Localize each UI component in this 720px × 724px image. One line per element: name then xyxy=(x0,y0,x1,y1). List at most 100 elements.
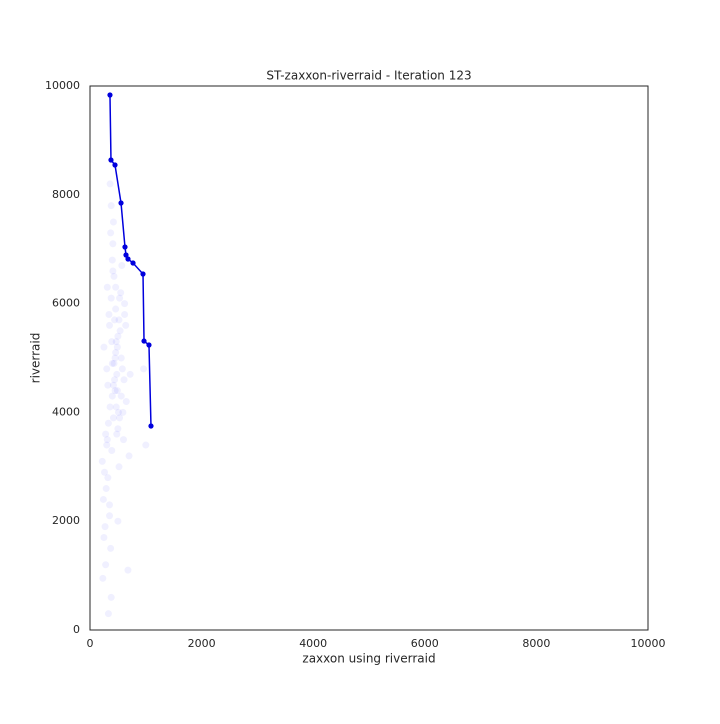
scatter-point xyxy=(113,430,121,438)
scatter-point xyxy=(102,430,110,438)
line-point xyxy=(123,252,129,258)
scatter-point xyxy=(142,441,150,449)
scatter-point xyxy=(115,316,123,324)
scatter-point xyxy=(100,534,108,542)
scatter-point xyxy=(124,566,132,574)
scatter-point xyxy=(116,414,124,422)
scatter-point xyxy=(125,452,133,460)
x-tick-label: 0 xyxy=(87,637,94,650)
scatter-point xyxy=(101,468,109,476)
plot-frame xyxy=(89,85,649,631)
scatter-point xyxy=(106,501,114,509)
scatter-point xyxy=(106,403,114,411)
scatter-point xyxy=(112,349,120,357)
scatter-point xyxy=(104,610,112,618)
line-point xyxy=(146,342,152,348)
scatter-point xyxy=(108,359,116,367)
scatter-point xyxy=(107,294,115,302)
scatter-point xyxy=(101,523,109,531)
scatter-point xyxy=(111,354,119,362)
scatter-point xyxy=(109,414,117,422)
scatter-point xyxy=(99,495,107,503)
scatter-point xyxy=(104,381,112,389)
scatter-point xyxy=(118,262,126,270)
scatter-point xyxy=(99,574,107,582)
scatter-point xyxy=(112,403,120,411)
scatter-point xyxy=(121,300,129,308)
x-tick-label: 8000 xyxy=(522,637,550,650)
scatter-point xyxy=(114,425,122,433)
scatter-point xyxy=(103,436,111,444)
scatter-point xyxy=(100,343,108,351)
scatter-point xyxy=(106,321,114,329)
line-point xyxy=(107,92,113,98)
line-point xyxy=(125,256,131,262)
scatter-point xyxy=(111,316,119,324)
y-axis-label: riverraid xyxy=(29,333,43,384)
y-tick-label: 6000 xyxy=(52,297,80,310)
scatter-point xyxy=(106,180,114,188)
scatter-point xyxy=(104,419,112,427)
scatter-point xyxy=(102,485,110,493)
line-point xyxy=(141,338,147,344)
scatter-point xyxy=(98,457,106,465)
line-point xyxy=(108,157,114,163)
scatter-point xyxy=(108,256,116,264)
scatter-point xyxy=(120,376,128,384)
scatter-point xyxy=(119,408,127,416)
scatter-point xyxy=(107,202,115,210)
scatter-point xyxy=(112,305,120,313)
x-tick-label: 6000 xyxy=(411,637,439,650)
scatter-point xyxy=(114,408,122,416)
scatter-point xyxy=(114,332,122,340)
scatter-point xyxy=(109,240,117,248)
scatter-point xyxy=(126,370,134,378)
scatter-point xyxy=(105,310,113,318)
scatter-point xyxy=(103,441,111,449)
x-tick-label: 2000 xyxy=(188,637,216,650)
scatter-point xyxy=(111,376,119,384)
scatter-point xyxy=(113,343,121,351)
scatter-point xyxy=(107,593,115,601)
scatter-point xyxy=(103,365,111,373)
y-tick-label: 4000 xyxy=(52,405,80,418)
chart-title: ST-zaxxon-riverraid - Iteration 123 xyxy=(266,69,471,83)
scatter-point xyxy=(112,283,120,291)
scatter-point xyxy=(102,561,110,569)
scatter-point xyxy=(112,338,120,346)
scatter-point xyxy=(111,387,119,395)
y-tick-label: 10000 xyxy=(45,79,80,92)
scatter-point xyxy=(109,381,117,389)
scatter-point xyxy=(117,289,125,297)
scatter-point xyxy=(119,436,127,444)
x-tick-label: 4000 xyxy=(299,637,327,650)
line-point xyxy=(112,162,118,168)
scatter-point xyxy=(103,283,111,291)
scatter-point xyxy=(110,272,118,280)
scatter-point xyxy=(113,370,121,378)
y-tick-label: 0 xyxy=(73,623,80,636)
scatter-point xyxy=(116,294,124,302)
scatter-point xyxy=(108,338,116,346)
line-point xyxy=(130,260,136,266)
scatter-point xyxy=(116,327,124,335)
line-point xyxy=(148,423,154,429)
scatter-point xyxy=(117,392,125,400)
scatter-point xyxy=(122,398,130,406)
scatter-point xyxy=(118,365,126,373)
scatter-point xyxy=(104,474,112,482)
scatter-point xyxy=(107,229,115,237)
scatter-point xyxy=(140,365,148,373)
line-point xyxy=(118,200,124,206)
scatter-point xyxy=(108,446,116,454)
scatter-point xyxy=(107,544,115,552)
x-axis-label: zaxxon using riverraid xyxy=(302,652,435,666)
scatter-point xyxy=(121,310,129,318)
y-tick-label: 2000 xyxy=(52,514,80,527)
scatter-point xyxy=(109,267,117,275)
line-point xyxy=(140,271,146,277)
scatter-point xyxy=(117,354,125,362)
x-tick-label: 10000 xyxy=(631,637,666,650)
